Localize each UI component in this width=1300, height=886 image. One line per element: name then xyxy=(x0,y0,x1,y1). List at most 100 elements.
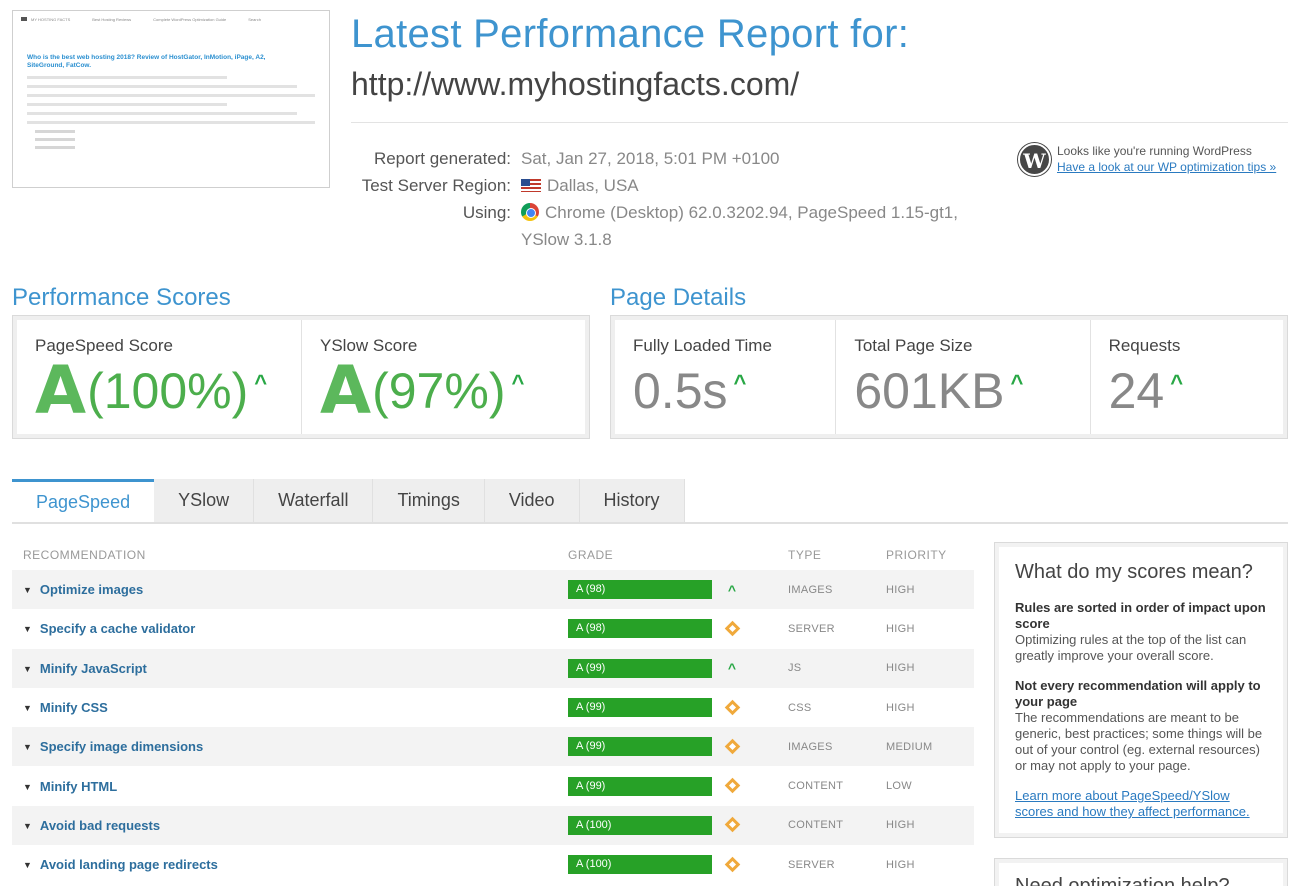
pagespeed-percent: (100%) xyxy=(87,363,249,419)
type-cell: SERVER xyxy=(788,622,835,635)
triangle-down-icon: ▼ xyxy=(23,703,32,714)
pagespeed-score-label: PageSpeed Score xyxy=(35,336,173,355)
grade-cell: A (99) xyxy=(568,698,788,718)
recommendation-toggle[interactable]: ▼ Minify JavaScript xyxy=(12,661,568,676)
type-cell: CONTENT xyxy=(788,780,844,793)
thumbnail-nav-item: Best Hosting Reviews xyxy=(92,17,132,22)
triangle-down-icon: ▼ xyxy=(23,820,32,831)
tab-history[interactable]: History xyxy=(579,479,685,522)
meta-generated: Report generated: Sat, Jan 27, 2018, 5:0… xyxy=(351,145,991,172)
recommendation-name: Minify JavaScript xyxy=(39,660,147,676)
triangle-down-icon: ▼ xyxy=(23,663,32,674)
header-priority: PRIORITY xyxy=(886,548,947,562)
thumbnail-nav-item: Search xyxy=(248,17,261,22)
performance-scores-panel: PageSpeed Score A (100%) ^ YSlow Score A… xyxy=(12,315,590,439)
grade-bar: A (99) xyxy=(568,698,712,718)
table-row: ▼ Avoid bad requests A (100) CONTENT HIGH xyxy=(12,805,974,846)
thumbnail-nav: MY HOSTING FACTS Best Hosting Reviews Co… xyxy=(13,11,329,28)
meta-region-label: Test Server Region: xyxy=(361,176,511,195)
header-recommendation: RECOMMENDATION xyxy=(23,548,146,562)
chrome-icon xyxy=(521,203,539,221)
grade-cell: A (100) xyxy=(568,815,788,835)
table-row: ▼ Minify HTML A (99) CONTENT LOW xyxy=(12,766,974,805)
priority-cell: MEDIUM xyxy=(886,740,933,753)
trend-same-icon xyxy=(712,777,752,794)
type-cell: SERVER xyxy=(788,858,835,871)
report-url: http://www.myhostingfacts.com/ xyxy=(351,66,800,102)
priority-cell: HIGH xyxy=(886,662,915,675)
grade-bar: A (100) xyxy=(568,855,712,875)
optimization-help-box: Need optimization help? xyxy=(994,858,1288,886)
triangle-down-icon: ▼ xyxy=(23,624,32,635)
recommendation-name: Minify CSS xyxy=(39,700,108,716)
tab-video[interactable]: Video xyxy=(484,479,580,522)
performance-scores-heading: Performance Scores xyxy=(12,284,231,311)
type-cell: IMAGES xyxy=(788,583,833,596)
thumbnail-logo: MY HOSTING FACTS xyxy=(21,17,70,22)
header-divider xyxy=(351,122,1288,123)
meta-using: Using: Chrome (Desktop) 62.0.3202.94, Pa… xyxy=(351,199,991,253)
grade-cell: A (100) xyxy=(568,855,788,875)
trend-up-icon: ^ xyxy=(727,581,737,598)
grade-cell: A (98) ^ xyxy=(568,580,788,600)
triangle-down-icon: ▼ xyxy=(23,860,32,871)
report-meta: Report generated: Sat, Jan 27, 2018, 5:0… xyxy=(351,145,991,253)
recommendation-toggle[interactable]: ▼ Avoid landing page redirects xyxy=(12,857,568,872)
total-page-size-value-wrap: 601KB ^ xyxy=(854,360,1089,422)
fully-loaded-time-value-wrap: 0.5s ^ xyxy=(633,360,835,422)
meta-region: Test Server Region: Dallas, USA xyxy=(351,172,991,199)
meta-region-value-wrap: Dallas, USA xyxy=(521,172,991,199)
tab-timings[interactable]: Timings xyxy=(373,479,485,522)
recommendation-toggle[interactable]: ▼ Minify CSS xyxy=(12,700,568,715)
wp-optimization-link[interactable]: Have a look at our WP optimization tips … xyxy=(1057,160,1277,174)
trend-up-icon: ^ xyxy=(727,660,737,677)
scores-help-heading-1: Rules are sorted in order of impact upon… xyxy=(1015,600,1266,631)
type-cell: CSS xyxy=(788,701,812,714)
yslow-percent: (97%) xyxy=(372,363,506,419)
tab-pagespeed[interactable]: PageSpeed xyxy=(12,479,155,522)
scores-help-text-1: Optimizing rules at the top of the list … xyxy=(1015,632,1247,663)
pagespeed-score: PageSpeed Score A (100%) ^ xyxy=(17,320,302,434)
requests-value: 24 xyxy=(1108,363,1165,419)
trend-same-icon xyxy=(712,817,752,833)
recommendation-name: Avoid landing page redirects xyxy=(39,857,218,873)
requests-value-wrap: 24 ^ xyxy=(1109,360,1283,422)
thumbnail-bullet xyxy=(35,130,75,133)
recommendation-toggle[interactable]: ▼ Specify a cache validator xyxy=(12,621,568,636)
caret-up-icon: ^ xyxy=(511,370,525,395)
header-type: TYPE xyxy=(788,548,822,562)
priority-cell: HIGH xyxy=(886,701,915,714)
caret-up-icon: ^ xyxy=(1010,370,1024,395)
tab-yslow[interactable]: YSlow xyxy=(154,479,255,522)
grade-bar: A (99) xyxy=(568,737,712,757)
recommendations-table: RECOMMENDATION GRADE TYPE PRIORITY ▼ Opti… xyxy=(12,540,974,884)
meta-generated-label: Report generated: xyxy=(373,149,511,168)
meta-using-value-wrap: Chrome (Desktop) 62.0.3202.94, PageSpeed… xyxy=(521,199,991,253)
tab-waterfall[interactable]: Waterfall xyxy=(254,479,374,522)
scores-help-box: What do my scores mean? Rules are sorted… xyxy=(994,542,1288,838)
pagespeed-score-value: A (100%) ^ xyxy=(35,358,301,424)
wordpress-icon: W xyxy=(1018,143,1051,176)
meta-using-label: Using: xyxy=(462,203,511,222)
priority-cell: HIGH xyxy=(886,622,915,635)
learn-more-link[interactable]: Learn more about PageSpeed/YSlow scores … xyxy=(1015,788,1250,819)
recommendation-toggle[interactable]: ▼ Specify image dimensions xyxy=(12,739,568,754)
grade-bar: A (99) xyxy=(568,776,712,796)
type-cell: IMAGES xyxy=(788,740,833,753)
recommendation-toggle[interactable]: ▼ Minify HTML xyxy=(12,779,568,794)
requests-label: Requests xyxy=(1108,336,1181,355)
wordpress-text: Looks like you're running WordPress xyxy=(1057,144,1252,158)
recommendation-toggle[interactable]: ▼ Avoid bad requests xyxy=(12,818,568,833)
wordpress-notice-text: Looks like you're running WordPress Have… xyxy=(1057,143,1276,176)
yslow-grade: A xyxy=(320,352,371,429)
table-row: ▼ Minify CSS A (99) CSS HIGH xyxy=(12,688,974,727)
yslow-score-value: A (97%) ^ xyxy=(320,352,585,429)
recommendation-name: Specify a cache validator xyxy=(39,621,196,637)
page-details-heading: Page Details xyxy=(610,284,747,311)
yslow-score-label: YSlow Score xyxy=(320,336,418,355)
recommendation-toggle[interactable]: ▼ Optimize images xyxy=(12,582,568,597)
grade-cell: A (99) xyxy=(568,776,788,796)
thumbnail-text-line xyxy=(27,94,315,97)
wordpress-notice: W Looks like you're running WordPress Ha… xyxy=(1018,143,1276,176)
caret-up-icon: ^ xyxy=(733,370,747,395)
